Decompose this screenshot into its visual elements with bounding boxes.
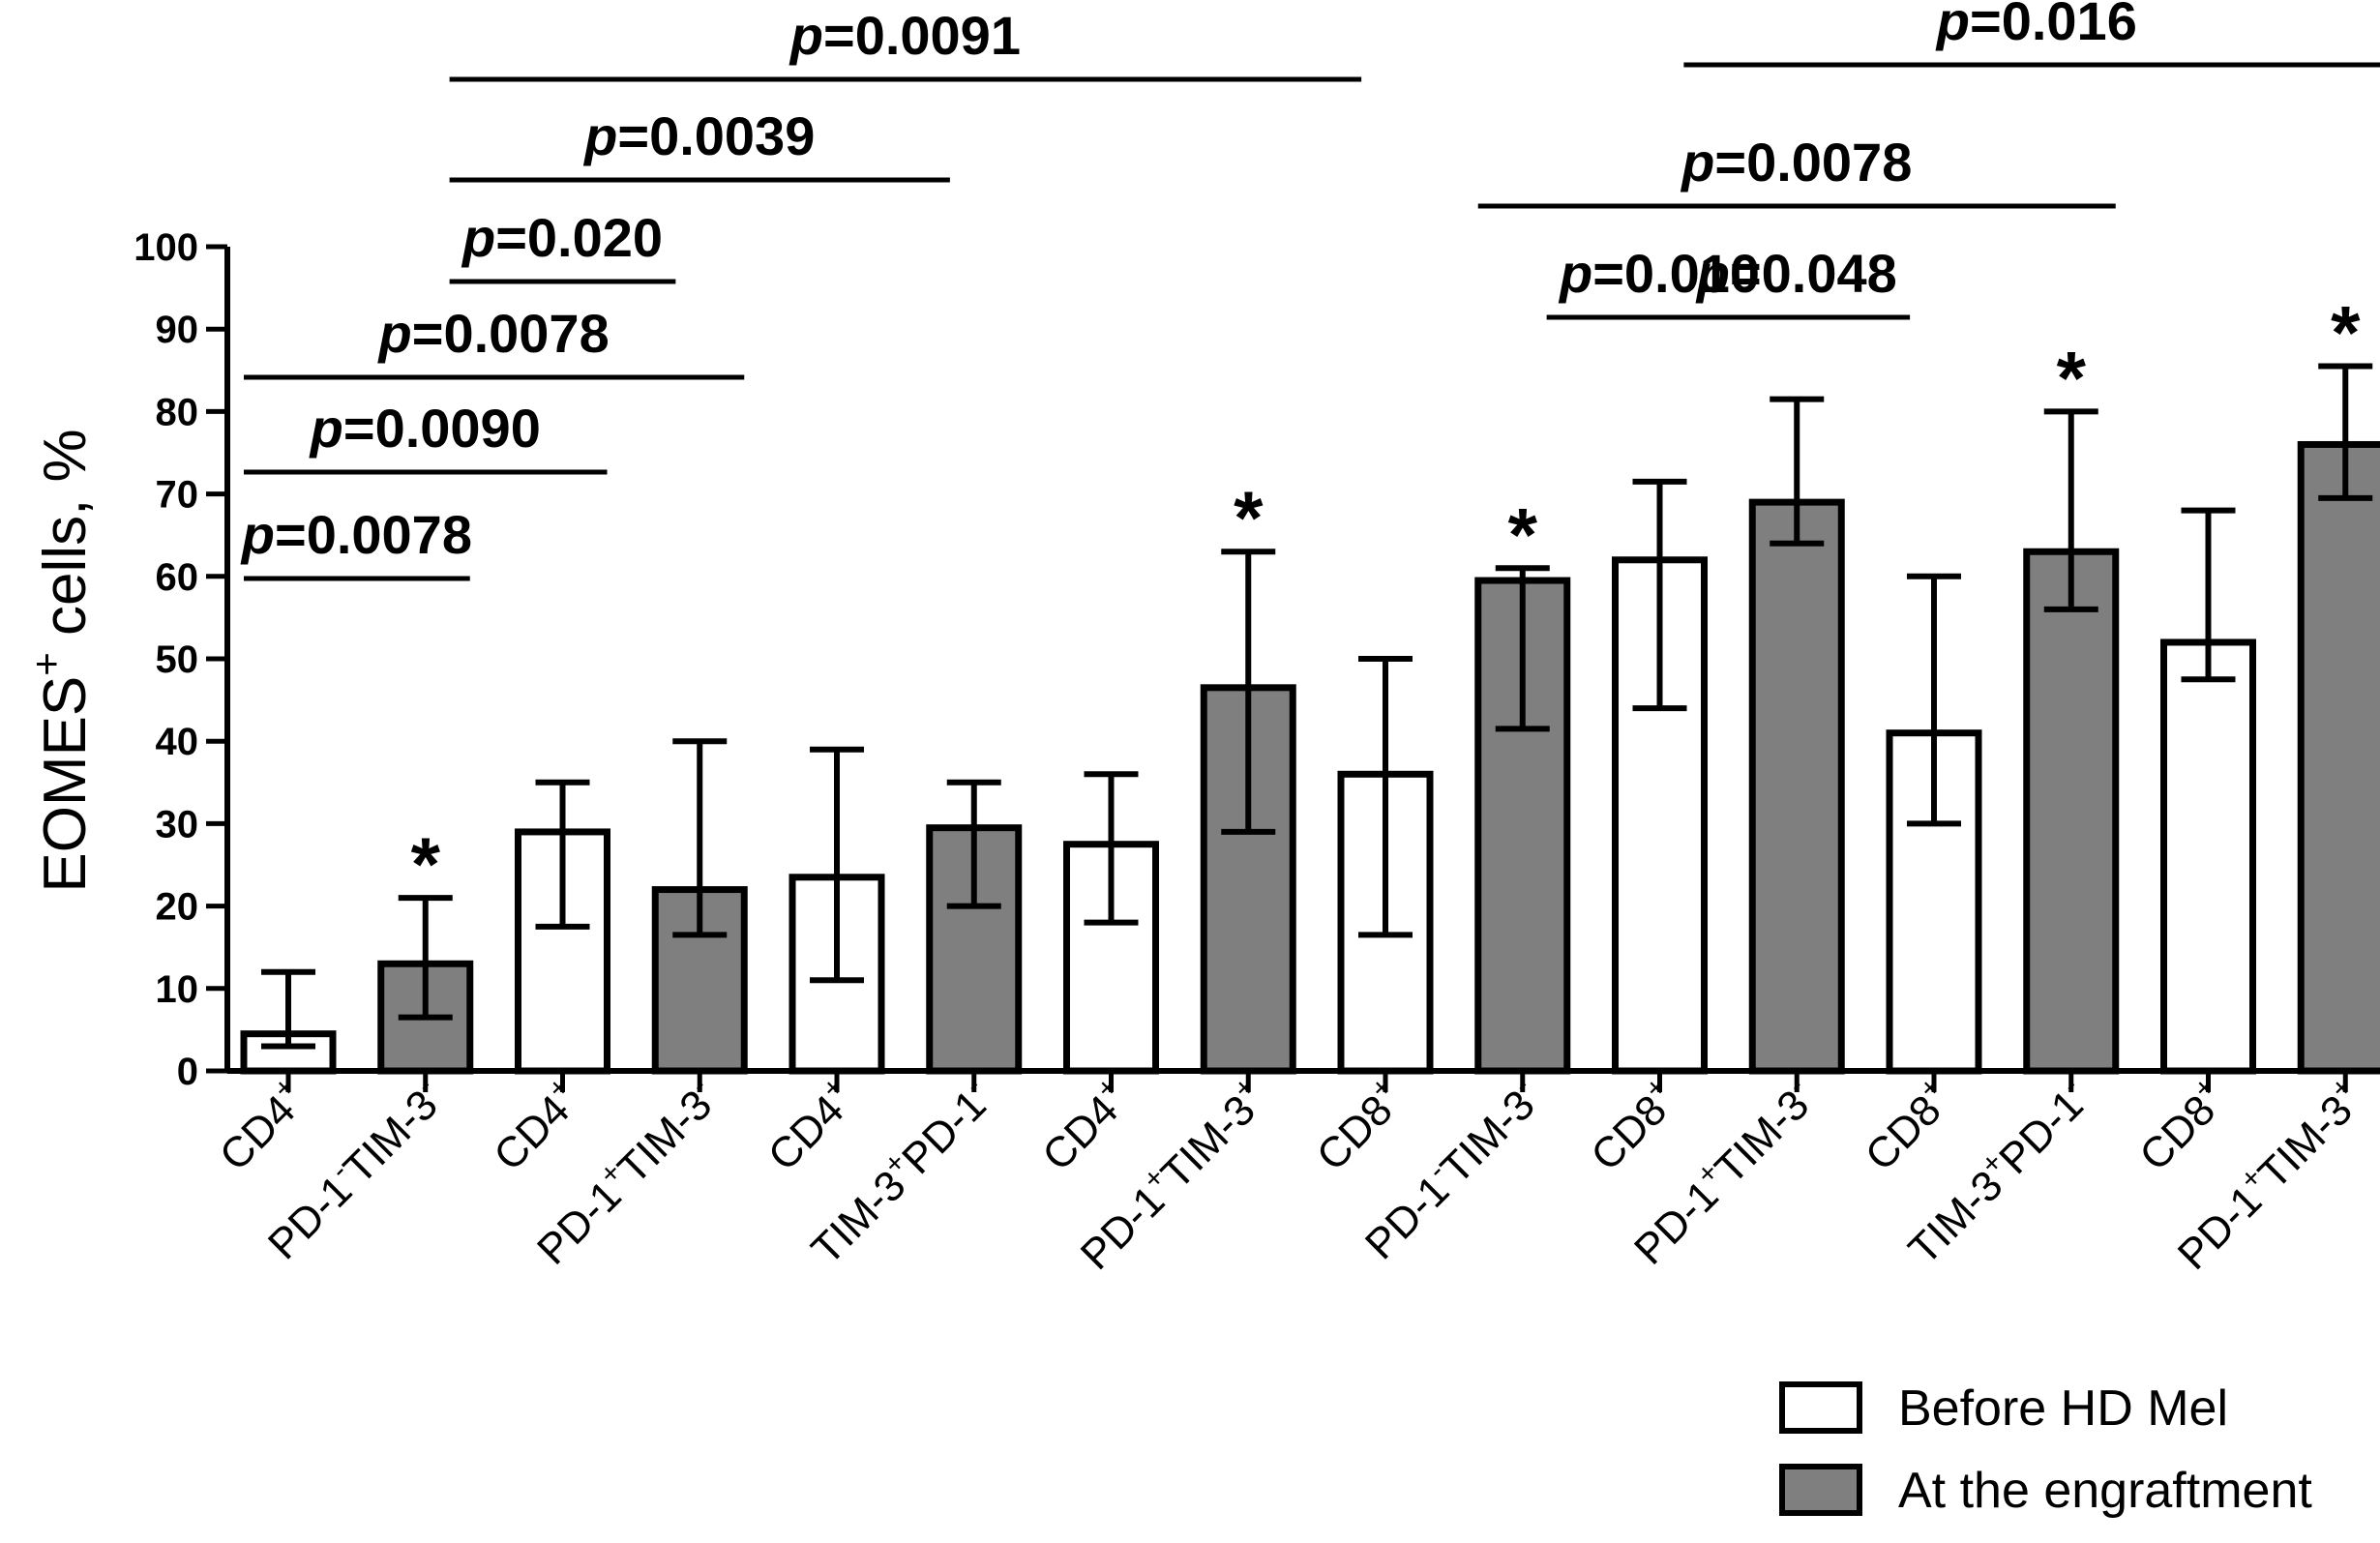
x-label-line1: CD8+ bbox=[1304, 1071, 1413, 1180]
significance-star: * bbox=[1234, 475, 1264, 560]
y-tick-label: 30 bbox=[156, 803, 199, 846]
p-value-label: p=0.020 bbox=[461, 207, 663, 268]
x-label-line1: CD4+ bbox=[756, 1071, 865, 1180]
y-tick-label: 50 bbox=[156, 638, 199, 681]
bar-engraftment bbox=[1748, 498, 1845, 1075]
y-tick-label: 40 bbox=[156, 721, 199, 763]
p-value-label: p=0.0090 bbox=[309, 398, 541, 459]
p-value-label: p=0.0039 bbox=[582, 105, 815, 166]
significance-star: * bbox=[1508, 491, 1538, 577]
p-value-label: p=0.0091 bbox=[788, 5, 1021, 66]
y-tick-label: 10 bbox=[156, 968, 199, 1011]
legend-swatch bbox=[1779, 1464, 1862, 1516]
significance-star: * bbox=[2057, 335, 2087, 420]
p-value-label: p=0.016 bbox=[1935, 0, 2137, 51]
x-label-line1: CD8+ bbox=[1853, 1071, 1962, 1180]
y-tick-label: 0 bbox=[177, 1051, 198, 1093]
y-tick-label: 60 bbox=[156, 556, 199, 599]
legend-label: At the engraftment bbox=[1898, 1463, 2312, 1519]
y-tick-label: 100 bbox=[134, 226, 198, 269]
legend: Before HD Mel At the engraftment bbox=[1779, 1380, 2312, 1519]
p-value-label: p=0.0078 bbox=[1680, 132, 1912, 193]
p-value-label: p=0.010 bbox=[1558, 243, 1760, 304]
x-label-line1: CD8+ bbox=[2127, 1071, 2237, 1180]
y-tick-label: 80 bbox=[156, 391, 199, 433]
bar-before bbox=[2160, 638, 2256, 1075]
y-tick-label: 90 bbox=[156, 309, 199, 351]
bar-engraftment bbox=[1200, 684, 1296, 1075]
bar-engraftment bbox=[2297, 440, 2380, 1075]
y-tick-label: 20 bbox=[156, 886, 199, 929]
bars: * * * * * bbox=[240, 290, 2380, 1075]
bar-engraftment bbox=[2023, 548, 2120, 1075]
y-axis-title: EOMES+ cells, % bbox=[23, 429, 99, 892]
legend-swatch bbox=[1779, 1381, 1862, 1434]
x-label-line1: CD4+ bbox=[207, 1071, 316, 1180]
p-value-label: p=0.048 bbox=[1695, 243, 1897, 304]
x-label-line1: CD4+ bbox=[1030, 1071, 1140, 1180]
significance-star: * bbox=[2331, 290, 2361, 375]
significance-star: * bbox=[411, 821, 441, 906]
legend-label: Before HD Mel bbox=[1898, 1380, 2228, 1437]
x-label-line1: CD8+ bbox=[1579, 1071, 1688, 1180]
significance-brackets: p=0.0078 p=0.0090 p=0.0078 p=0.020 p=0.0039 p… bbox=[240, 0, 2380, 581]
p-value-label: p=0.0078 bbox=[240, 504, 472, 565]
p-value-label: p=0.0078 bbox=[377, 303, 610, 364]
y-tick-label: 70 bbox=[156, 474, 199, 517]
x-label-line1: CD4+ bbox=[482, 1071, 591, 1180]
